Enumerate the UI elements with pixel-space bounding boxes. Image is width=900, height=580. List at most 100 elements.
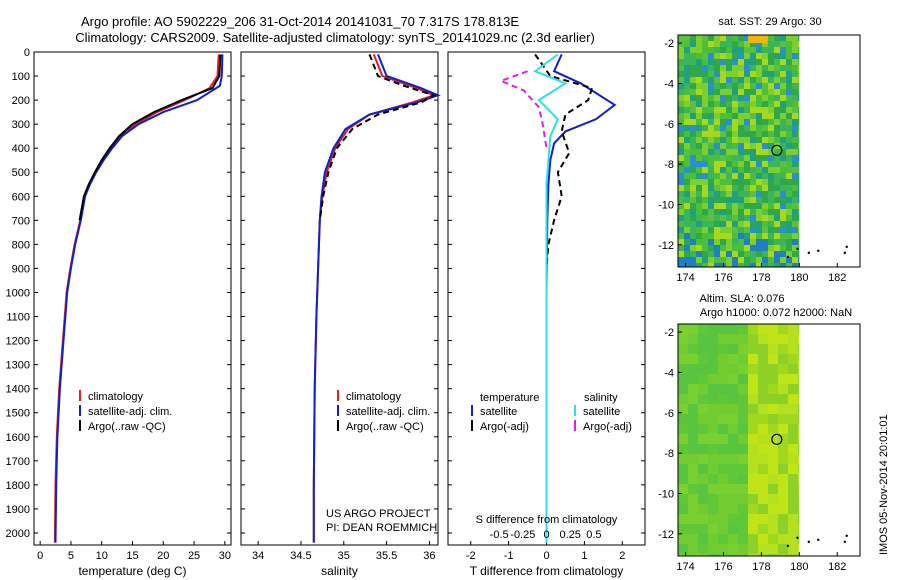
map-cell: [678, 131, 684, 137]
map-cell: [774, 89, 780, 95]
map-cell: [774, 239, 780, 245]
map-cell: [708, 113, 714, 119]
map-cell: [678, 101, 684, 107]
map-cell: [762, 191, 768, 197]
map-cell: [786, 221, 792, 227]
map-cell: [788, 434, 798, 444]
map-cell: [678, 334, 688, 344]
map-cell: [750, 155, 756, 161]
map-cell: [696, 227, 702, 233]
map-cell: [726, 77, 732, 83]
map-cell: [768, 514, 778, 524]
map-cell: [688, 484, 698, 494]
map-cell: [748, 394, 758, 404]
map-cell: [728, 484, 738, 494]
map-cell: [798, 71, 800, 77]
map-cell: [780, 167, 786, 173]
map-cell: [702, 113, 708, 119]
map-cell: [756, 245, 762, 251]
map-cell: [728, 404, 738, 414]
map-cell: [756, 191, 762, 197]
map-cell: [756, 59, 762, 65]
map-cell: [768, 245, 774, 251]
map-cell: [702, 131, 708, 137]
map-cell: [702, 155, 708, 161]
map-cell: [778, 524, 788, 534]
x-tick-label: 34.5: [290, 550, 311, 562]
map-cell: [718, 434, 728, 444]
map-cell: [720, 107, 726, 113]
map-cell: [788, 454, 798, 464]
map-cell: [798, 504, 800, 514]
map-cell: [720, 179, 726, 185]
map-cell: [768, 95, 774, 101]
map-cell: [792, 161, 798, 167]
map-cell: [768, 35, 774, 41]
map-cell: [678, 484, 688, 494]
map-cell: [702, 167, 708, 173]
map-cell: [768, 374, 778, 384]
map-cell: [688, 444, 698, 454]
map-cell: [684, 53, 690, 59]
map-cell: [696, 89, 702, 95]
map-cell: [762, 257, 768, 263]
map-cell: [786, 239, 792, 245]
map-cell: [798, 334, 800, 344]
map-cell: [780, 59, 786, 65]
map-cell: [762, 53, 768, 59]
map-cell: [714, 89, 720, 95]
map-cell: [702, 77, 708, 83]
map-cell: [684, 143, 690, 149]
map-cell: [780, 41, 786, 47]
map-cell: [792, 131, 798, 137]
map-cell: [768, 197, 774, 203]
map-cell: [696, 203, 702, 209]
map-cell: [702, 71, 708, 77]
map-cell: [798, 107, 800, 113]
map-cell: [684, 119, 690, 125]
map-cell: [762, 119, 768, 125]
map-cell: [720, 257, 726, 263]
map-frame: [677, 323, 861, 557]
map-cell: [698, 464, 708, 474]
x-tick-label: 0: [37, 550, 43, 562]
map-title: sat. SST: 29 Argo: 30: [718, 16, 821, 28]
map-cell: [690, 251, 696, 257]
island-dot: [807, 540, 811, 544]
map-cell: [698, 404, 708, 414]
map-cell: [702, 47, 708, 53]
map-cell: [702, 89, 708, 95]
map-cell: [726, 71, 732, 77]
map-cell: [696, 77, 702, 83]
map-cell: [726, 125, 732, 131]
map-cell: [684, 149, 690, 155]
map-cell: [756, 185, 762, 191]
map-cell: [688, 384, 698, 394]
map-cell: [708, 161, 714, 167]
map-cell: [690, 143, 696, 149]
map-cell: [702, 239, 708, 245]
map-cell: [758, 384, 768, 394]
map-cell: [678, 179, 684, 185]
map-cell: [750, 83, 756, 89]
map-cell: [798, 257, 800, 263]
x-tick-label: 180: [790, 561, 808, 573]
map-cell: [720, 83, 726, 89]
map-cell: [758, 524, 768, 534]
map-cell: [696, 251, 702, 257]
map-cell: [732, 155, 738, 161]
map-cell: [708, 179, 714, 185]
map-cell: [732, 191, 738, 197]
map-cell: [774, 197, 780, 203]
map-cell: [720, 47, 726, 53]
map-cell: [708, 77, 714, 83]
map-cell: [798, 544, 800, 554]
map-cell: [688, 504, 698, 514]
map-cell: [708, 257, 714, 263]
map-cell: [762, 155, 768, 161]
map-cell: [756, 71, 762, 77]
map-cell: [798, 209, 800, 215]
map-cell: [762, 245, 768, 251]
map-cell: [738, 149, 744, 155]
map-cell: [778, 454, 788, 464]
